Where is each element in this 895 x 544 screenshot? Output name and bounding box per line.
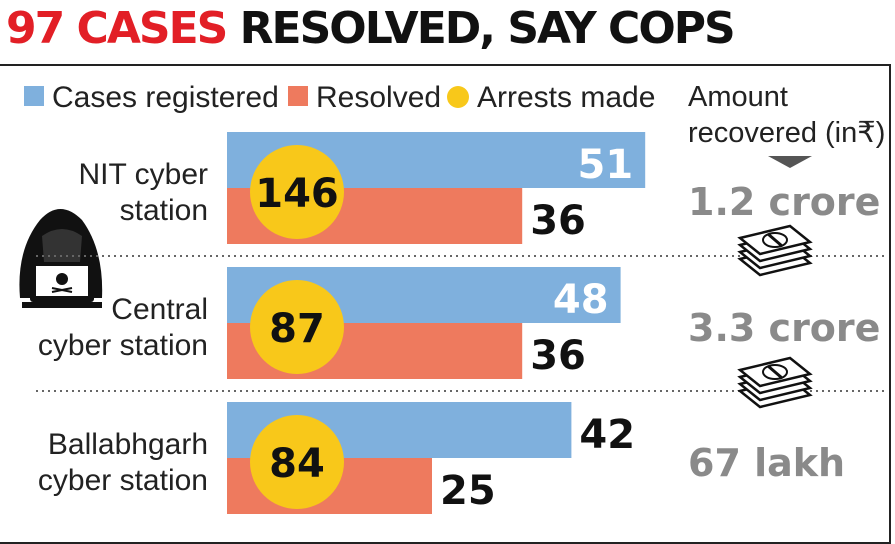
legend-label-arrests: Arrests made: [477, 81, 655, 114]
value-arrests: 84: [269, 441, 325, 487]
value-arrests: 87: [269, 306, 325, 352]
value-arrests: 146: [255, 171, 339, 217]
value-recovered: 3.3 crore: [688, 306, 880, 350]
value-registered: 42: [579, 412, 635, 458]
cash-stack-icon: [737, 224, 813, 277]
arrests-marker: [250, 415, 344, 509]
station-label-line-1: Central: [111, 293, 208, 326]
value-recovered: 1.2 crore: [688, 180, 880, 224]
legend-swatch-resolved: [288, 86, 308, 106]
legend-swatch-arrests: [447, 86, 469, 108]
hacker-laptop-icon: [19, 209, 103, 308]
cash-stack-icon: [737, 356, 813, 409]
legend-label-registered: Cases registered: [52, 81, 279, 114]
value-registered: 51: [578, 142, 634, 188]
station-label-line-1: NIT cyber: [79, 158, 208, 191]
station-label-line-2: cyber station: [38, 464, 208, 497]
arrests-marker: [250, 280, 344, 374]
value-resolved: 36: [530, 333, 586, 379]
triangle-down-icon: [768, 156, 812, 168]
arrests-marker: [250, 145, 344, 239]
headline-highlight: 97 CASES: [6, 3, 228, 54]
value-resolved: 25: [440, 468, 496, 514]
recovered-title-line-2: recovered (in₹): [688, 117, 885, 149]
station-label-line-2: cyber station: [38, 329, 208, 362]
station-label-line-2: station: [120, 194, 208, 227]
legend: Cases registered Resolved Arrests made: [24, 81, 655, 114]
headline: 97 CASES RESOLVED, SAY COPS: [6, 2, 736, 56]
headline-text: RESOLVED, SAY COPS: [239, 3, 736, 54]
recovered-title-line-1: Amount: [688, 81, 788, 113]
station-label-line-1: Ballabhgarh: [48, 428, 208, 461]
legend-swatch-registered: [24, 86, 44, 106]
value-recovered: 67 lakh: [688, 441, 845, 485]
legend-label-resolved: Resolved: [316, 81, 441, 114]
value-registered: 48: [553, 277, 609, 323]
value-resolved: 36: [530, 198, 586, 244]
